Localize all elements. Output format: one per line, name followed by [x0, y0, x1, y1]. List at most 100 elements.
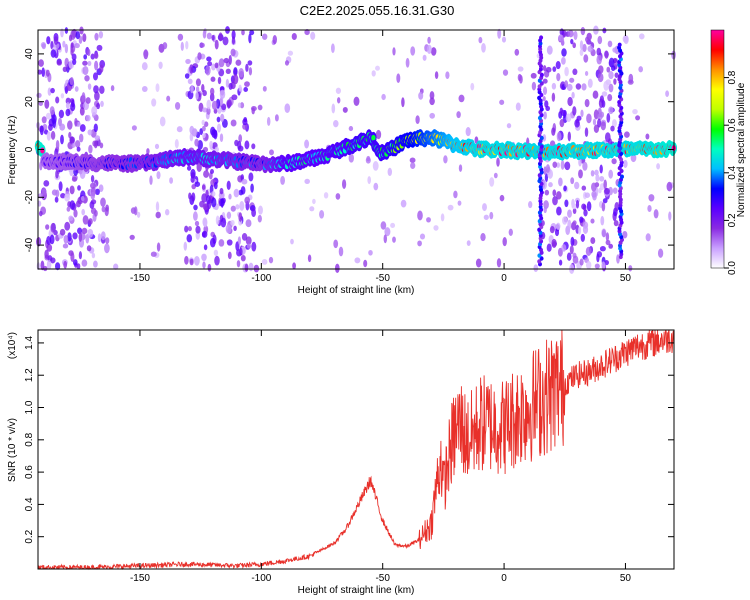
- noise-speck: [220, 197, 224, 208]
- noise-speck: [46, 36, 51, 45]
- noise-speck: [201, 184, 206, 190]
- noise-speck: [218, 32, 223, 42]
- y-tick-label: -40: [24, 237, 35, 252]
- noise-speck: [401, 97, 405, 108]
- noise-speck: [613, 78, 617, 85]
- noise-speck: [180, 41, 184, 52]
- noise-speck: [502, 237, 507, 247]
- noise-speck: [105, 204, 110, 212]
- noise-speck: [60, 134, 64, 145]
- noise-speck: [233, 188, 240, 198]
- noise-speck: [206, 99, 211, 110]
- noise-speck: [104, 243, 110, 254]
- noise-speck: [552, 189, 557, 197]
- noise-speck: [545, 164, 550, 173]
- noise-speck: [561, 56, 566, 65]
- noise-speck: [567, 219, 572, 230]
- noise-speck: [219, 187, 224, 195]
- noise-speck: [201, 107, 208, 113]
- noise-speck: [596, 47, 602, 56]
- noise-speck: [528, 201, 533, 209]
- noise-speck: [552, 161, 558, 168]
- noise-speck: [585, 36, 590, 43]
- noise-speck: [242, 123, 248, 130]
- noise-speck: [96, 102, 101, 110]
- noise-speck: [499, 194, 505, 202]
- noise-speck: [574, 181, 580, 190]
- noise-speck: [46, 131, 51, 141]
- noise-speck: [478, 36, 483, 44]
- noise-speck: [213, 249, 219, 256]
- noise-speck: [81, 208, 86, 216]
- noise-speck: [338, 246, 344, 257]
- y-tick-label: 1.0: [24, 400, 35, 414]
- noise-speck: [262, 85, 267, 92]
- noise-speck: [73, 209, 78, 218]
- noise-speck: [89, 201, 95, 209]
- y-tick-label: 20: [24, 96, 35, 108]
- y-tick-label: 40: [24, 48, 35, 60]
- noise-speck: [197, 52, 202, 61]
- y-tick-label: 0.8: [24, 432, 35, 446]
- noise-speck: [599, 164, 603, 174]
- noise-speck: [98, 31, 104, 39]
- noise-speck: [193, 211, 198, 221]
- noise-speck: [99, 64, 104, 73]
- noise-speck: [415, 115, 420, 124]
- noise-speck: [561, 244, 567, 252]
- noise-speck: [189, 64, 194, 74]
- noise-speck: [206, 32, 212, 40]
- noise-speck: [154, 143, 160, 150]
- noise-speck: [38, 100, 44, 107]
- noise-speck: [70, 47, 74, 56]
- noise-speck: [37, 69, 43, 75]
- noise-speck: [290, 238, 294, 245]
- noise-speck: [608, 169, 614, 179]
- noise-speck: [220, 217, 227, 228]
- noise-speck: [542, 65, 547, 72]
- noise-speck: [99, 85, 105, 94]
- noise-speck: [612, 47, 618, 53]
- noise-speck: [457, 200, 462, 206]
- noise-speck: [590, 218, 595, 224]
- noise-speck: [71, 53, 77, 61]
- noise-speck: [506, 123, 512, 129]
- noise-speck: [187, 226, 192, 232]
- noise-speck: [371, 70, 376, 77]
- noise-speck: [579, 49, 584, 56]
- snr-frame: [37, 329, 675, 570]
- noise-speck: [55, 169, 59, 179]
- noise-speck: [214, 255, 220, 266]
- noise-speck: [225, 68, 231, 75]
- noise-speck: [47, 87, 52, 96]
- noise-speck: [214, 146, 219, 153]
- noise-speck: [209, 237, 216, 248]
- x-tick-label: 50: [620, 573, 632, 584]
- noise-speck: [579, 216, 584, 223]
- spectrogram-y-ticks: -40 -20 0 20 40: [24, 48, 674, 252]
- noise-speck: [45, 69, 50, 77]
- snr-y-ticks: 0.2 0.4 0.6 0.8 1.0 1.2 1.4: [24, 336, 674, 544]
- noise-speck: [635, 115, 641, 121]
- noise-speck: [581, 83, 587, 91]
- noise-speck: [93, 85, 99, 94]
- noise-speck: [50, 130, 56, 140]
- noise-speck: [572, 68, 578, 76]
- noise-speck: [194, 138, 199, 147]
- noise-speck: [613, 220, 619, 227]
- noise-speck: [202, 30, 207, 39]
- noise-speck: [591, 182, 597, 192]
- noise-speck: [238, 84, 242, 92]
- noise-speck: [68, 215, 74, 221]
- noise-speck: [608, 83, 614, 93]
- noise-speck: [230, 205, 236, 212]
- noise-speck: [59, 228, 66, 236]
- noise-speck: [605, 239, 611, 246]
- noise-speck: [188, 192, 192, 200]
- noise-speck: [226, 211, 232, 219]
- noise-speck: [312, 198, 316, 205]
- noise-speck: [496, 258, 502, 268]
- noise-speck: [496, 157, 500, 167]
- noise-speck: [284, 103, 291, 114]
